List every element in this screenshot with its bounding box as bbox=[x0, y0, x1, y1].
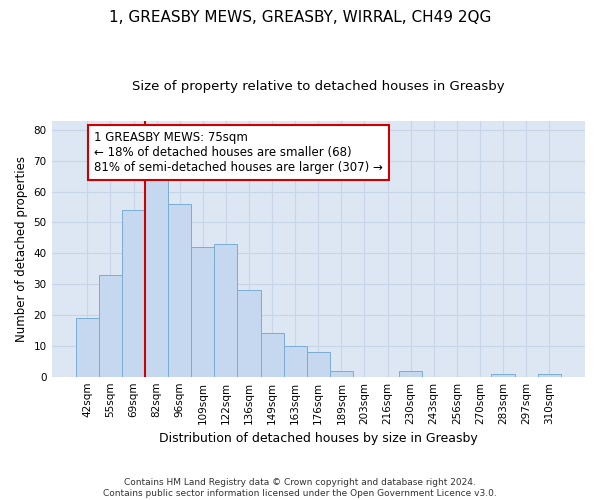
Bar bbox=[99, 275, 122, 376]
Bar bbox=[214, 244, 238, 376]
Bar bbox=[168, 204, 191, 376]
Text: 1 GREASBY MEWS: 75sqm
← 18% of detached houses are smaller (68)
81% of semi-deta: 1 GREASBY MEWS: 75sqm ← 18% of detached … bbox=[94, 132, 383, 174]
Bar bbox=[491, 374, 515, 376]
Bar bbox=[260, 334, 284, 376]
X-axis label: Distribution of detached houses by size in Greasby: Distribution of detached houses by size … bbox=[159, 432, 478, 445]
Y-axis label: Number of detached properties: Number of detached properties bbox=[15, 156, 28, 342]
Bar bbox=[284, 346, 307, 376]
Bar bbox=[330, 370, 353, 376]
Bar bbox=[76, 318, 99, 376]
Bar bbox=[122, 210, 145, 376]
Bar bbox=[191, 247, 214, 376]
Bar bbox=[399, 370, 422, 376]
Text: 1, GREASBY MEWS, GREASBY, WIRRAL, CH49 2QG: 1, GREASBY MEWS, GREASBY, WIRRAL, CH49 2… bbox=[109, 10, 491, 25]
Bar bbox=[145, 176, 168, 376]
Text: Contains HM Land Registry data © Crown copyright and database right 2024.
Contai: Contains HM Land Registry data © Crown c… bbox=[103, 478, 497, 498]
Bar bbox=[538, 374, 561, 376]
Bar bbox=[307, 352, 330, 376]
Bar bbox=[238, 290, 260, 376]
Title: Size of property relative to detached houses in Greasby: Size of property relative to detached ho… bbox=[132, 80, 505, 93]
